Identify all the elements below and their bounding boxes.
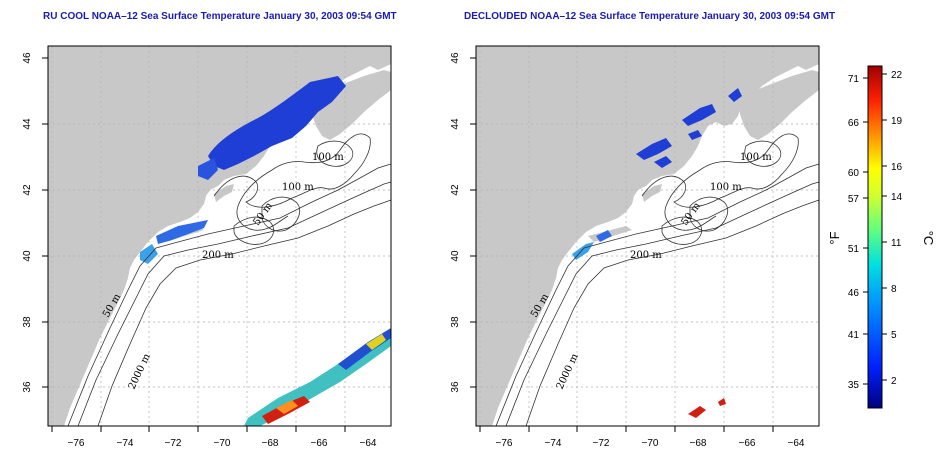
fahrenheit-tick-label: 57 [848, 194, 860, 205]
x-tick-label: −66 [311, 438, 328, 449]
panel-2-title: DECLOUDED NOAA–12 Sea Surface Temperatur… [464, 11, 836, 22]
colorbar-ticks [863, 73, 887, 385]
fahrenheit-unit-label: °F [827, 231, 842, 244]
y-tick-label: 40 [22, 250, 33, 262]
colorbar-ramp [867, 65, 883, 409]
celsius-tick-label: 11 [891, 238, 902, 249]
celsius-tick-label: 14 [891, 192, 903, 203]
contour-label: 100 m [710, 182, 742, 193]
y-tick-label: 46 [22, 52, 33, 64]
x-tick-label: −76 [68, 438, 85, 449]
y-tick-label: 42 [450, 184, 461, 196]
celsius-tick-label: 2 [891, 376, 897, 387]
contour-label: 100 m [312, 152, 344, 163]
y-tick-label: 36 [22, 381, 33, 393]
plot-frame [47, 45, 392, 427]
x-axis-ticks [470, 57, 774, 432]
sst-cold-patch [140, 76, 346, 264]
celsius-tick-label: 22 [891, 70, 903, 81]
x-tick-label: −74 [117, 438, 134, 449]
celsius-tick-label: 8 [891, 284, 897, 295]
fahrenheit-tick-label: 35 [848, 380, 860, 391]
y-tick-label: 40 [450, 250, 461, 262]
celsius-tick-label: 19 [891, 116, 903, 127]
celsius-unit-label: °C [921, 231, 936, 246]
y-tick-label: 38 [450, 316, 461, 328]
plot-frame [475, 45, 820, 427]
fahrenheit-tick-label: 60 [848, 168, 860, 179]
x-axis-ticks [42, 57, 346, 432]
x-tick-label: −70 [214, 438, 231, 449]
x-tick-label: −68 [690, 438, 707, 449]
contour-label: 200 m [630, 250, 662, 261]
panel-1: 100 m 100 m 50 m 200 m 50 m 2000 m −76 −… [22, 45, 392, 449]
y-tick-label: 44 [22, 118, 33, 130]
x-tick-label: −72 [593, 438, 610, 449]
fahrenheit-tick-label: 66 [848, 118, 860, 129]
contour-label: 200 m [202, 250, 234, 261]
y-tick-label: 36 [450, 381, 461, 393]
fahrenheit-tick-label: 41 [848, 330, 860, 341]
colorbar: 71 66 60 57 51 46 41 35 22 19 16 14 11 8… [827, 65, 936, 409]
x-tick-label: −68 [262, 438, 279, 449]
contour-label: 100 m [282, 182, 314, 193]
panel-1-title: RU COOL NOAA–12 Sea Surface Temperature … [43, 11, 397, 22]
fahrenheit-tick-label: 71 [848, 74, 860, 85]
fahrenheit-tick-label: 46 [848, 288, 860, 299]
fahrenheit-tick-label: 51 [848, 244, 860, 255]
sst-cold-patch [572, 88, 742, 260]
panel-2: 100 m 100 m 50 m 200 m 50 m 2000 m −76 −… [450, 45, 820, 449]
x-tick-label: −76 [496, 438, 513, 449]
x-tick-label: −70 [642, 438, 659, 449]
celsius-tick-label: 16 [891, 162, 903, 173]
y-tick-label: 42 [22, 184, 33, 196]
y-tick-label: 44 [450, 118, 461, 130]
y-tick-label: 46 [450, 52, 461, 64]
contour-label: 100 m [740, 152, 772, 163]
sst-warm-patch [688, 398, 726, 418]
sst-warm-patch [244, 328, 391, 426]
x-tick-label: −66 [739, 438, 756, 449]
celsius-tick-label: 5 [891, 330, 897, 341]
x-tick-label: −74 [545, 438, 562, 449]
x-tick-label: −64 [788, 438, 805, 449]
y-tick-label: 38 [22, 316, 33, 328]
x-tick-label: −72 [165, 438, 182, 449]
x-tick-label: −64 [360, 438, 377, 449]
